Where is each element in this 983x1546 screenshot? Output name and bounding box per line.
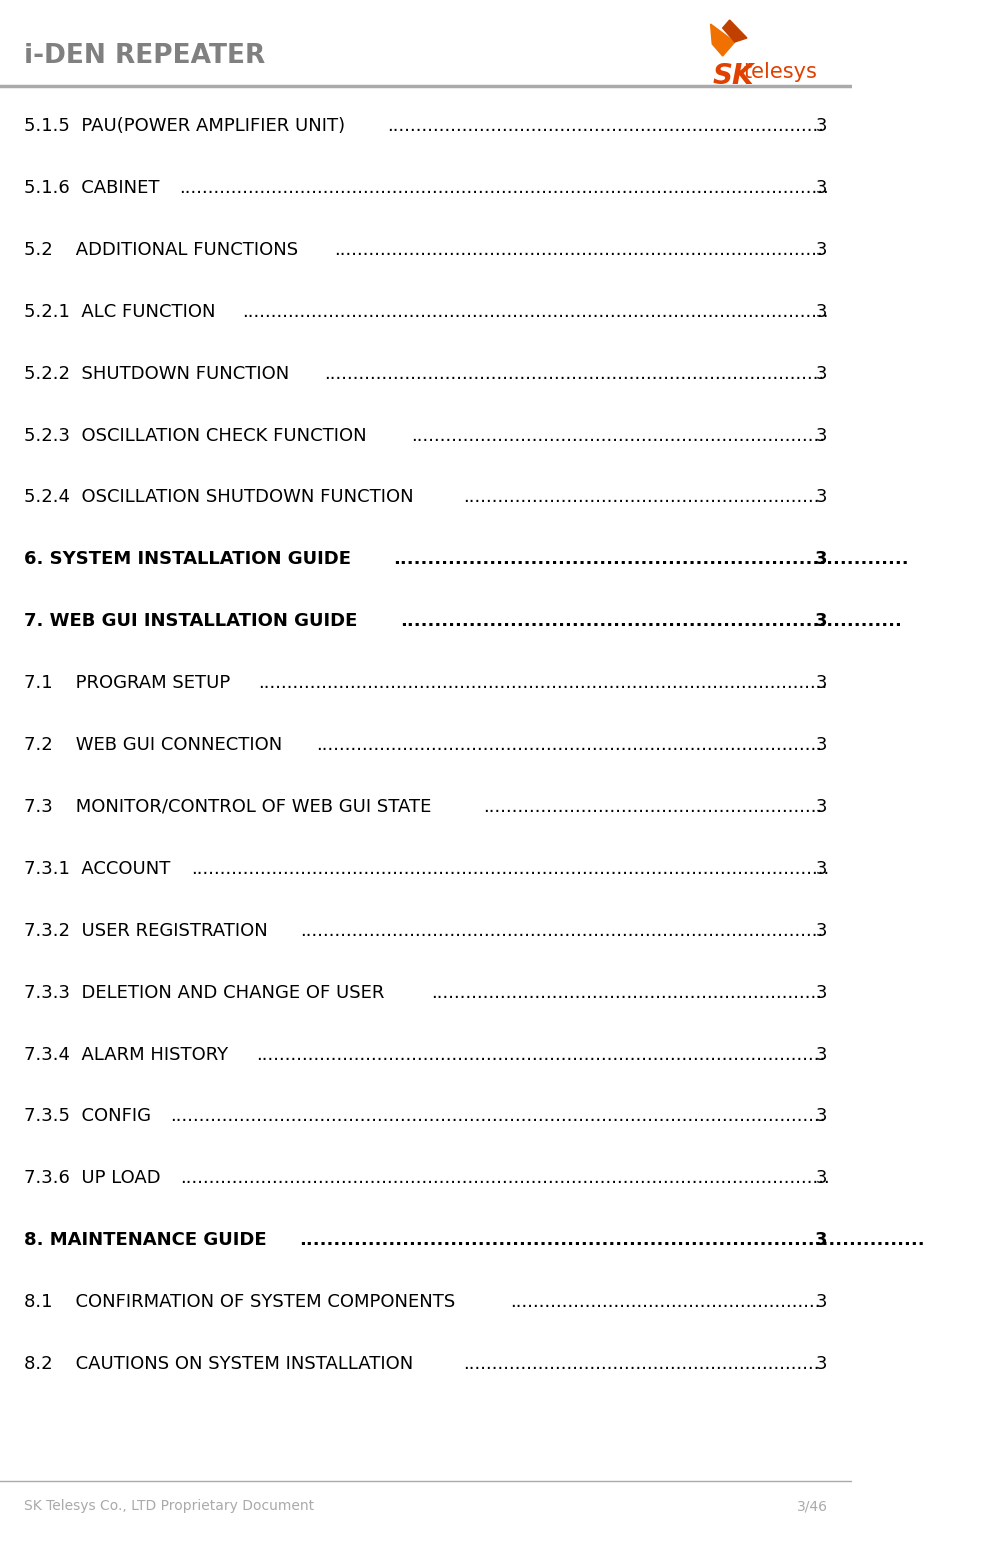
Text: 8.1    CONFIRMATION OF SYSTEM COMPONENTS: 8.1 CONFIRMATION OF SYSTEM COMPONENTS xyxy=(25,1292,455,1311)
Text: 3: 3 xyxy=(816,1356,828,1373)
Text: ............................................................................: ........................................… xyxy=(386,117,824,135)
Text: ..............................................................: ........................................… xyxy=(463,1356,820,1373)
Text: ................................................................................: ........................................… xyxy=(259,674,828,693)
Text: 3: 3 xyxy=(816,1169,828,1187)
Text: 3: 3 xyxy=(816,1292,828,1311)
Text: 7.2    WEB GUI CONNECTION: 7.2 WEB GUI CONNECTION xyxy=(25,736,282,754)
Text: ................................................................................: ........................................… xyxy=(256,1045,825,1064)
Text: 3: 3 xyxy=(816,983,828,1002)
Text: ....................................................................: ........................................… xyxy=(431,983,822,1002)
Text: 7.3.1  ACCOUNT: 7.3.1 ACCOUNT xyxy=(25,860,171,878)
Text: 3: 3 xyxy=(815,550,828,569)
Text: ................................................................................: ........................................… xyxy=(179,179,829,196)
Text: ................................................................................: ........................................… xyxy=(242,303,829,320)
Text: ................................................................................: ........................................… xyxy=(170,1107,825,1125)
Text: SK: SK xyxy=(713,62,754,90)
Text: 3: 3 xyxy=(816,921,828,940)
Text: .........................................................................: ........................................… xyxy=(400,612,902,631)
Text: 7.3    MONITOR/CONTROL OF WEB GUI STATE: 7.3 MONITOR/CONTROL OF WEB GUI STATE xyxy=(25,798,432,816)
Text: 6. SYSTEM INSTALLATION GUIDE: 6. SYSTEM INSTALLATION GUIDE xyxy=(25,550,351,569)
Text: ................................................................................: ........................................… xyxy=(300,921,824,940)
Text: 5.1.5  PAU(POWER AMPLIFIER UNIT): 5.1.5 PAU(POWER AMPLIFIER UNIT) xyxy=(25,117,345,135)
Text: 5.1.6  CABINET: 5.1.6 CABINET xyxy=(25,179,160,196)
Polygon shape xyxy=(711,25,735,56)
Text: 3: 3 xyxy=(816,365,828,382)
Text: 3: 3 xyxy=(815,612,828,631)
Text: 3: 3 xyxy=(816,860,828,878)
Polygon shape xyxy=(723,20,747,42)
Text: 5.2.1  ALC FUNCTION: 5.2.1 ALC FUNCTION xyxy=(25,303,215,320)
Text: 5.2    ADDITIONAL FUNCTIONS: 5.2 ADDITIONAL FUNCTIONS xyxy=(25,241,299,258)
Text: 7.3.3  DELETION AND CHANGE OF USER: 7.3.3 DELETION AND CHANGE OF USER xyxy=(25,983,384,1002)
Text: ................................................................................: ........................................… xyxy=(299,1231,925,1249)
Text: 7.3.6  UP LOAD: 7.3.6 UP LOAD xyxy=(25,1169,161,1187)
Text: ................................................................................: ........................................… xyxy=(181,1169,831,1187)
Text: ................................................................................: ........................................… xyxy=(317,736,823,754)
Text: 5.2.2  SHUTDOWN FUNCTION: 5.2.2 SHUTDOWN FUNCTION xyxy=(25,365,290,382)
Text: 7.1    PROGRAM SETUP: 7.1 PROGRAM SETUP xyxy=(25,674,230,693)
Text: 3: 3 xyxy=(816,798,828,816)
Text: 3: 3 xyxy=(816,1107,828,1125)
Text: 5.2.3  OSCILLATION CHECK FUNCTION: 5.2.3 OSCILLATION CHECK FUNCTION xyxy=(25,427,367,445)
Text: 5.2.4  OSCILLATION SHUTDOWN FUNCTION: 5.2.4 OSCILLATION SHUTDOWN FUNCTION xyxy=(25,489,414,507)
Text: 8. MAINTENANCE GUIDE: 8. MAINTENANCE GUIDE xyxy=(25,1231,267,1249)
Text: 3: 3 xyxy=(816,179,828,196)
Text: 7.3.4  ALARM HISTORY: 7.3.4 ALARM HISTORY xyxy=(25,1045,228,1064)
Text: 3: 3 xyxy=(815,1231,828,1249)
Text: 3: 3 xyxy=(816,427,828,445)
Text: ................................................................................: ........................................… xyxy=(334,241,823,258)
Text: 3: 3 xyxy=(816,489,828,507)
Text: ................................................................................: ........................................… xyxy=(192,860,830,878)
Text: 3: 3 xyxy=(816,1045,828,1064)
Text: 8.2    CAUTIONS ON SYSTEM INSTALLATION: 8.2 CAUTIONS ON SYSTEM INSTALLATION xyxy=(25,1356,414,1373)
Text: i-DEN REPEATER: i-DEN REPEATER xyxy=(25,43,265,70)
Text: 3: 3 xyxy=(816,117,828,135)
Text: 7.3.5  CONFIG: 7.3.5 CONFIG xyxy=(25,1107,151,1125)
Text: ..............................................................: ........................................… xyxy=(463,489,820,507)
Text: 3: 3 xyxy=(816,736,828,754)
Text: ...........................................................: ........................................… xyxy=(484,798,823,816)
Text: 3: 3 xyxy=(816,241,828,258)
Text: ......................................................: ........................................… xyxy=(510,1292,821,1311)
Text: ................................................................................: ........................................… xyxy=(324,365,825,382)
Text: 7.3.2  USER REGISTRATION: 7.3.2 USER REGISTRATION xyxy=(25,921,268,940)
Text: telesys: telesys xyxy=(743,62,817,82)
Text: ........................................................................: ........................................… xyxy=(411,427,825,445)
Text: 3: 3 xyxy=(816,674,828,693)
Text: 3: 3 xyxy=(816,303,828,320)
Text: 3/46: 3/46 xyxy=(796,1500,828,1514)
Text: 7. WEB GUI INSTALLATION GUIDE: 7. WEB GUI INSTALLATION GUIDE xyxy=(25,612,358,631)
Text: ...........................................................................: ........................................… xyxy=(393,550,909,569)
Text: SK Telesys Co., LTD Proprietary Document: SK Telesys Co., LTD Proprietary Document xyxy=(25,1500,315,1514)
